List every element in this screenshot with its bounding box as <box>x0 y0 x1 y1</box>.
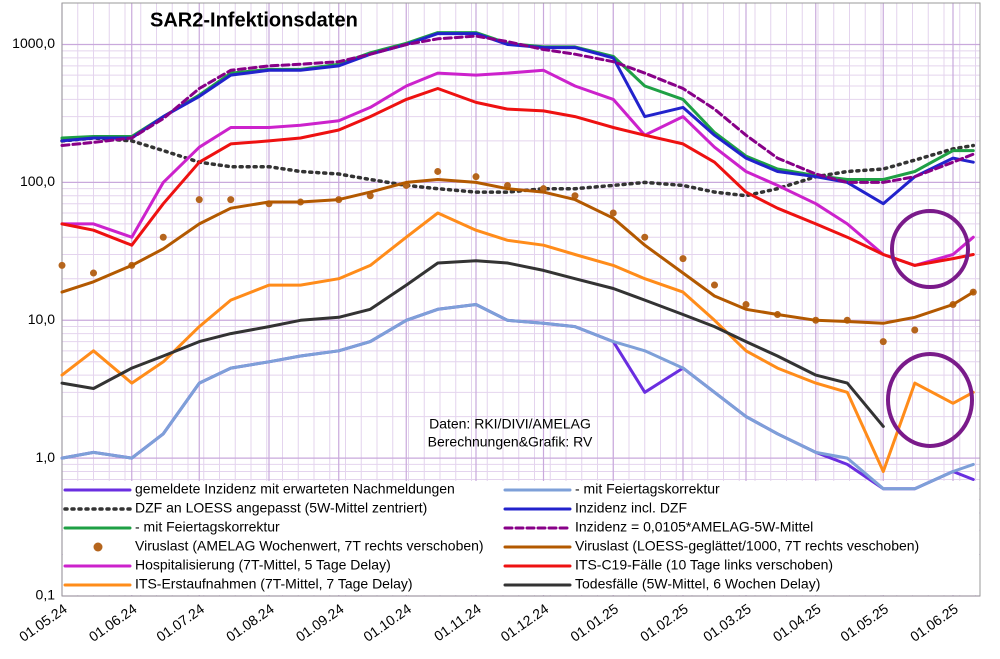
data-line <box>60 68 975 267</box>
data-line <box>60 34 975 184</box>
legend-label: - mit Feiertagskorrektur <box>135 519 280 535</box>
data-point <box>434 167 442 175</box>
plot-frame <box>61 2 981 597</box>
data-point <box>227 196 235 204</box>
data-point <box>571 192 579 200</box>
data-point <box>90 269 97 277</box>
data-line <box>60 178 975 325</box>
chart-title: SAR2-Infektionsdaten <box>150 9 358 31</box>
data-point <box>679 255 687 263</box>
legend-label: - mit Feiertagskorrektur <box>575 481 720 497</box>
data-line <box>60 211 975 473</box>
annotation: Berechnungen&Grafik: RV <box>428 434 593 450</box>
legend-background <box>63 481 979 595</box>
highlight-circle <box>886 352 974 448</box>
data-point <box>641 233 649 241</box>
y-tick-label: 1000,0 <box>12 35 55 51</box>
data-line <box>60 259 885 428</box>
data-line <box>60 303 975 491</box>
legend-label: Inzidenz incl. DZF <box>575 500 687 516</box>
highlight-circle <box>890 209 970 289</box>
legend-label: Todesfälle (5W-Mittel, 6 Wochen Delay) <box>575 576 820 592</box>
data-point <box>195 196 203 204</box>
legend-label: Viruslast (AMELAG Wochenwert, 7T rechts … <box>135 538 484 554</box>
legend-label: Viruslast (LOESS-geglättet/1000, 7T rech… <box>575 538 919 554</box>
data-point <box>711 281 718 289</box>
y-tick-label: 100,0 <box>20 173 55 189</box>
data-point <box>58 261 66 269</box>
y-tick-label: 1,0 <box>36 449 56 465</box>
plot <box>58 31 977 491</box>
data-line <box>60 87 975 267</box>
data-point <box>879 338 887 346</box>
data-point <box>159 233 167 241</box>
legend-label: DZF an LOESS angepasst (5W-Mittel zentri… <box>135 500 427 516</box>
y-tick-label: 0,1 <box>36 587 56 603</box>
legend-label: Hospitalisierung (7T-Mittel, 5 Tage Dela… <box>135 557 391 573</box>
data-point <box>911 326 919 334</box>
legend-swatch <box>93 542 103 552</box>
data-point <box>472 173 480 181</box>
annotation: Daten: RKI/DIVI/AMELAG <box>429 416 591 432</box>
legend-label: ITS-C19-Fälle (10 Tage links verschoben) <box>575 557 833 573</box>
data-point <box>609 209 617 217</box>
legend-label: gemeldete Inzidenz mit erwarteten Nachme… <box>135 481 455 497</box>
data-point <box>742 301 750 309</box>
grid <box>61 2 981 597</box>
legend-label: Inzidenz = 0,0105*AMELAG-5W-Mittel <box>575 519 813 535</box>
legend-label: ITS-Erstaufnahmen (7T-Mittel, 7 Tage Del… <box>135 576 413 592</box>
y-tick-label: 10,0 <box>28 311 55 327</box>
